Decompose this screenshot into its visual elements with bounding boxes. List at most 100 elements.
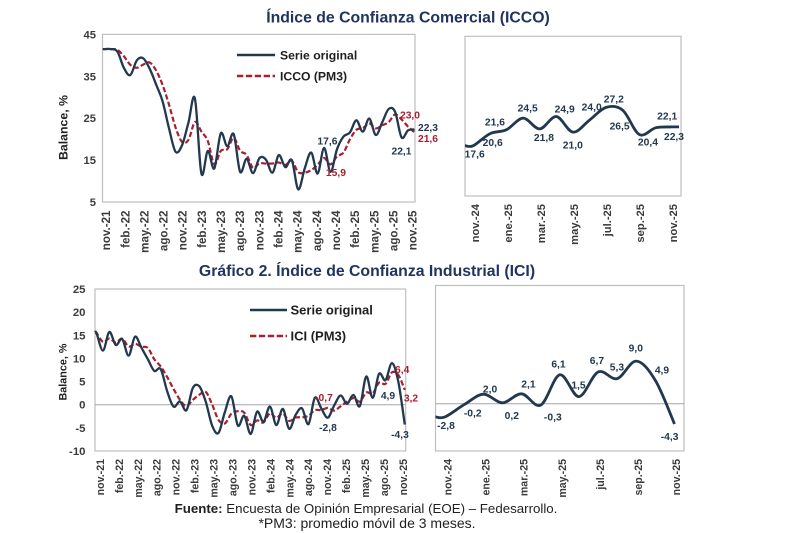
svg-text:15: 15 [84,155,96,167]
svg-text:27,2: 27,2 [604,95,624,106]
svg-text:-4,3: -4,3 [391,430,409,441]
svg-text:may.-22: may.-22 [133,459,145,498]
svg-text:ago.-22: ago.-22 [158,211,171,252]
svg-text:may.-22: may.-22 [138,211,151,253]
svg-text:21,0: 21,0 [563,140,583,151]
svg-text:24,5: 24,5 [518,103,538,114]
svg-text:ago.-23: ago.-23 [228,459,240,496]
svg-text:25: 25 [84,113,96,125]
svg-text:-0,2: -0,2 [464,408,482,419]
svg-text:22,3: 22,3 [664,132,684,143]
svg-text:-10: -10 [69,446,85,458]
svg-text:may.-24: may.-24 [284,459,296,498]
svg-text:21,8: 21,8 [534,133,554,144]
svg-text:22,1: 22,1 [391,147,411,158]
svg-text:-0,3: -0,3 [544,413,562,424]
svg-text:feb.-24: feb.-24 [273,210,286,248]
svg-text:may.-24: may.-24 [292,210,305,253]
svg-text:15: 15 [73,330,86,342]
svg-text:-0,7: -0,7 [315,393,333,404]
svg-text:nov.-21: nov.-21 [95,459,107,495]
svg-text:nov.-23: nov.-23 [253,210,266,250]
svg-text:9,0: 9,0 [629,343,644,354]
svg-text:feb.-22: feb.-22 [119,211,132,248]
svg-text:17,6: 17,6 [317,136,337,147]
svg-text:ene.-25: ene.-25 [481,459,493,496]
svg-text:4,9: 4,9 [381,391,396,402]
svg-text:-2,8: -2,8 [437,421,455,432]
svg-text:nov.-24: nov.-24 [322,459,334,495]
svg-text:sep.-25: sep.-25 [635,204,647,243]
svg-text:feb.-23: feb.-23 [196,210,209,248]
svg-text:jul.-25: jul.-25 [595,459,607,491]
svg-text:nov.-24: nov.-24 [443,459,455,495]
svg-text:mar.-25: mar.-25 [519,459,531,496]
svg-text:ene.-25: ene.-25 [503,204,515,243]
svg-text:nov.-25: nov.-25 [671,459,683,495]
svg-text:20,4: 20,4 [638,138,658,149]
svg-text:Balance, %: Balance, % [58,343,70,400]
svg-text:may.-23: may.-23 [215,210,228,253]
svg-text:24,0: 24,0 [582,103,602,114]
svg-text:3,2: 3,2 [404,393,419,404]
svg-text:jul.-25: jul.-25 [602,204,614,237]
svg-text:15,9: 15,9 [326,168,346,179]
svg-text:21,6: 21,6 [418,134,438,145]
svg-text:Fuente: Encuesta de Opinión Em: Fuente: Encuesta de Opinión Empresarial … [175,501,558,516]
svg-text:21,6: 21,6 [485,117,505,128]
svg-text:sep.-25: sep.-25 [633,459,645,496]
svg-text:may.-25: may.-25 [569,204,581,245]
svg-text:20,6: 20,6 [483,138,503,149]
svg-text:ICCO (PM3): ICCO (PM3) [280,70,347,84]
svg-text:nov.-24: nov.-24 [330,210,343,250]
svg-text:5,3: 5,3 [610,363,625,374]
svg-text:5: 5 [79,377,86,389]
svg-text:26,5: 26,5 [610,121,630,132]
svg-text:ICI (PM3): ICI (PM3) [291,329,347,344]
svg-text:0: 0 [79,400,85,412]
svg-text:-5: -5 [75,423,86,435]
svg-text:feb.-24: feb.-24 [265,459,277,493]
svg-text:0,2: 0,2 [505,411,520,422]
svg-text:5: 5 [90,197,96,209]
svg-text:Gráfico 2. Índice de Confianza: Gráfico 2. Índice de Confianza Industria… [199,261,535,280]
svg-text:*PM3: promedio móvil de 3 mese: *PM3: promedio móvil de 3 meses. [258,515,475,531]
svg-text:nov.-25: nov.-25 [668,204,680,242]
svg-text:nov.-24: nov.-24 [470,203,482,242]
svg-text:22,3: 22,3 [418,123,438,134]
svg-text:1,5: 1,5 [571,381,586,392]
svg-text:ago.-25: ago.-25 [379,459,391,496]
svg-text:nov.-23: nov.-23 [246,459,258,495]
svg-text:feb.-23: feb.-23 [190,459,202,493]
svg-text:10: 10 [73,353,86,365]
svg-text:ago.-25: ago.-25 [388,210,401,251]
svg-text:6,1: 6,1 [551,359,566,370]
svg-text:nov.-22: nov.-22 [177,211,190,251]
svg-text:feb.-25: feb.-25 [349,210,362,248]
svg-text:nov.-25: nov.-25 [407,210,420,250]
svg-text:feb.-25: feb.-25 [341,459,353,493]
svg-text:ago.-24: ago.-24 [303,459,315,496]
svg-text:-4,3: -4,3 [661,432,679,443]
svg-text:2,1: 2,1 [521,379,536,390]
svg-text:nov.-22: nov.-22 [171,459,183,495]
svg-text:feb.-22: feb.-22 [114,459,126,493]
svg-text:may.-25: may.-25 [557,459,569,498]
svg-text:may.-25: may.-25 [368,210,381,253]
svg-text:-2,8: -2,8 [319,423,337,434]
svg-text:6,4: 6,4 [395,365,410,376]
svg-text:35: 35 [84,71,96,83]
svg-text:Serie original: Serie original [280,49,357,63]
svg-text:2,0: 2,0 [483,384,498,395]
svg-text:6,7: 6,7 [590,356,605,367]
svg-text:23,0: 23,0 [400,111,420,122]
svg-text:25: 25 [73,284,86,296]
svg-text:4,9: 4,9 [655,365,670,376]
svg-text:ago.-22: ago.-22 [152,459,164,496]
svg-text:may.-23: may.-23 [209,459,221,498]
svg-text:17,6: 17,6 [465,149,485,160]
svg-text:may.-25: may.-25 [360,459,372,498]
svg-text:Balance, %: Balance, % [57,95,71,160]
svg-text:nov.-21: nov.-21 [100,210,113,250]
svg-text:Índice de Confianza Comercial: Índice de Confianza Comercial (ICCO) [266,8,550,27]
